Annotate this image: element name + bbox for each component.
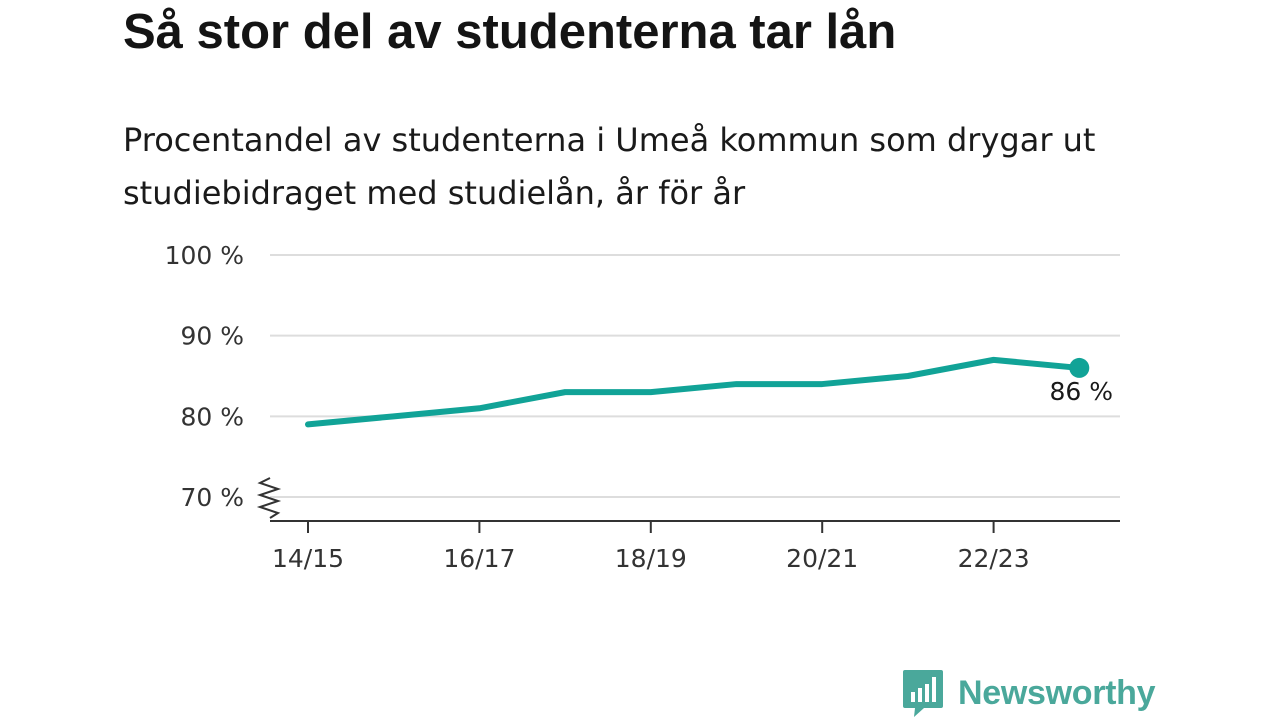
last-value-label: 86 % xyxy=(1049,377,1113,406)
x-tick-label: 18/19 xyxy=(615,544,687,573)
x-tick-label: 22/23 xyxy=(958,544,1030,573)
y-tick-label: 90 % xyxy=(180,322,244,351)
last-data-point xyxy=(1069,357,1090,378)
newsworthy-logo: Newsworthy xyxy=(902,668,1156,718)
axis-break-marker xyxy=(256,477,282,519)
chart-title: Så stor del av studenterna tar lån xyxy=(123,5,897,59)
y-tick-label: 70 % xyxy=(180,483,244,512)
newsworthy-logo-text: Newsworthy xyxy=(958,673,1156,712)
series-line xyxy=(305,356,1083,428)
line-chart: 70 % 80 % 90 % 100 % 14/15 16/17 18/19 20/21 22/… xyxy=(165,241,1120,573)
chart-subtitle: Procentandel av studenterna i Umeå kommu… xyxy=(123,121,1096,212)
x-tick-label: 14/15 xyxy=(272,544,344,573)
x-tick-label: 20/21 xyxy=(786,544,858,573)
y-tick-label: 80 % xyxy=(180,402,244,431)
x-tick-label: 16/17 xyxy=(443,544,515,573)
y-tick-label: 100 % xyxy=(165,241,244,270)
newsworthy-logo-icon xyxy=(903,670,943,717)
